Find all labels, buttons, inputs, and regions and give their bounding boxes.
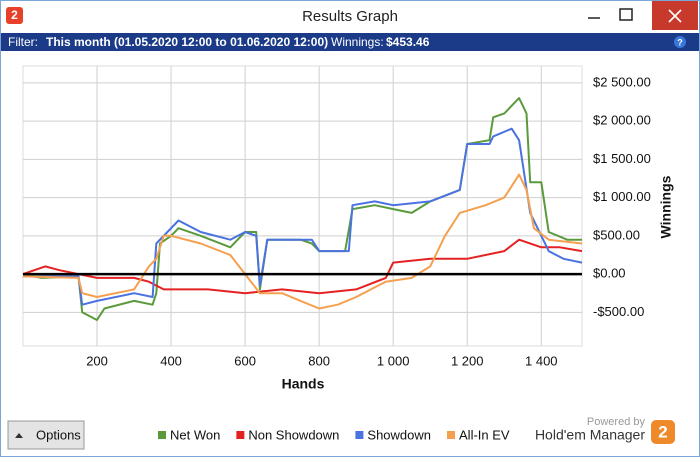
- y-tick-label: $0.00: [593, 266, 626, 281]
- x-tick-label: 400: [160, 353, 182, 368]
- options-arrow: [15, 433, 23, 438]
- close-icon: [668, 9, 682, 23]
- y-tick-label: $2 000.00: [593, 113, 651, 128]
- brand-icon-text: 2: [658, 422, 667, 441]
- legend-swatch: [158, 431, 166, 439]
- series-line: [22, 238, 583, 295]
- legend-label: Showdown: [367, 427, 431, 442]
- filter-bar: [1, 33, 699, 51]
- y-tick-label: $1 500.00: [593, 151, 651, 166]
- series-line: [22, 97, 582, 321]
- plot-area: [22, 65, 583, 347]
- filter-value: This month (01.05.2020 12:00 to 01.06.20…: [46, 35, 328, 49]
- legend-label: Non Showdown: [248, 427, 339, 442]
- maximize-button[interactable]: [619, 8, 633, 21]
- filter-label: Filter:: [8, 35, 38, 49]
- help-button[interactable]: [674, 36, 686, 48]
- options-button[interactable]: [7, 420, 85, 450]
- app-icon: [6, 7, 23, 24]
- x-tick-label: 600: [234, 353, 256, 368]
- window-title: Results Graph: [302, 8, 398, 25]
- winnings-value: $453.46: [386, 35, 430, 49]
- y-tick-label: $500.00: [593, 227, 640, 242]
- brand-icon: [651, 420, 675, 444]
- y-tick-label: -$500.00: [593, 304, 644, 319]
- powered-by: Powered by: [587, 416, 646, 428]
- x-tick-label: 1 000: [377, 353, 410, 368]
- legend-swatch: [447, 431, 456, 439]
- plot: 200 400 600 800 1 000 1 200 1 400 -$500.00 $0.00…: [22, 65, 651, 368]
- options-label: Options: [36, 427, 81, 442]
- y-axis-title: Winnings: [658, 175, 674, 238]
- y-tick-label: $1 000.00: [593, 189, 651, 204]
- legend-label: All-In EV: [459, 427, 510, 442]
- winnings-label: Winnings:: [331, 35, 384, 49]
- x-tick-label: 800: [308, 353, 330, 368]
- legend-swatch: [355, 431, 364, 439]
- x-tick-label: 200: [86, 353, 108, 368]
- legend-label: Net Won: [170, 427, 220, 442]
- y-tick-label: $2 500.00: [593, 74, 651, 89]
- legend-swatch: [236, 431, 245, 439]
- help-icon: ?: [677, 37, 683, 47]
- x-tick-label: 1 200: [451, 353, 484, 368]
- app-icon-text: 2: [11, 8, 18, 22]
- x-axis-title: Hands: [282, 376, 325, 392]
- x-tick-label: 1 400: [525, 353, 558, 368]
- legend: Net Won Non Showdown Showdown All-In EV: [158, 427, 510, 442]
- brand-name: Hold'em Manager: [535, 427, 645, 443]
- series-line: [23, 127, 583, 306]
